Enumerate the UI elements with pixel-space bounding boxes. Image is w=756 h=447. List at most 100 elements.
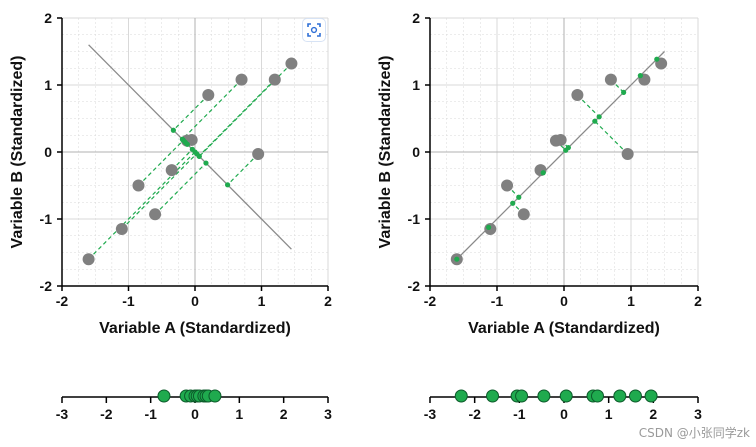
strip-point: [591, 389, 604, 403]
data-point: [165, 164, 178, 177]
data-point: [252, 148, 265, 161]
data-point: [285, 57, 298, 70]
strip-tick-label: 0: [560, 406, 568, 422]
strip-tick-label: -3: [56, 406, 69, 422]
strip-point: [208, 389, 222, 403]
strip-tick-label: -2: [468, 406, 481, 422]
y-tick-label: -1: [40, 211, 53, 227]
strip-panel: -3 -2 -1 0 1 2 3: [424, 389, 702, 422]
strip-point: [537, 389, 551, 403]
scatter-panel: -2 -1 0 1 2 -2 -1 0 1 2 Variable A (Standardized) V…: [9, 10, 332, 337]
scatter-panel: -2 -1 0 1 2 -2 -1 0 1 2 Variable A (Standardized) V…: [377, 10, 702, 337]
data-point: [132, 179, 145, 192]
data-point: [501, 179, 514, 192]
strip-point: [559, 389, 573, 403]
projection-segment: [594, 120, 629, 155]
projection-segment: [154, 162, 207, 215]
projected-point: [184, 141, 190, 147]
projected-point: [179, 136, 185, 142]
data-point: [268, 73, 281, 86]
strip-point: [157, 389, 171, 403]
data-point: [149, 208, 162, 221]
data-point: [604, 73, 617, 86]
projected-point: [592, 118, 598, 124]
x-tick-label: 2: [694, 293, 702, 309]
strip-tick-label: 3: [694, 406, 702, 422]
y-tick-label: -2: [40, 278, 53, 294]
y-axis-label: Variable B (Standardized): [9, 56, 26, 249]
projected-point: [637, 73, 643, 79]
projection-segment: [227, 153, 259, 186]
projection-segment: [171, 148, 193, 171]
projected-point: [596, 114, 602, 120]
x-axis-label: Variable A (Standardized): [468, 320, 660, 337]
projected-point: [486, 224, 492, 230]
projected-point: [516, 194, 522, 200]
projection-segment: [138, 139, 184, 186]
projected-point: [203, 160, 209, 166]
strip-point: [628, 389, 642, 403]
strip-point: [454, 389, 468, 403]
y-tick-label: 1: [44, 77, 52, 93]
x-axis-label: Variable A (Standardized): [99, 320, 291, 337]
projection-segment: [576, 94, 600, 118]
data-point: [554, 133, 567, 146]
projected-point: [189, 146, 195, 152]
projection-line: [88, 44, 292, 250]
y-tick-label: -2: [408, 278, 421, 294]
projection-segment: [172, 94, 209, 131]
x-tick-label: -2: [424, 293, 437, 309]
projected-point: [224, 182, 231, 188]
strip-panel: -3 -2 -1 0 1 2 3: [56, 389, 332, 422]
y-tick-label: 0: [44, 144, 52, 160]
watermark: CSDN @小张同学zk: [638, 426, 750, 440]
x-tick-label: 0: [191, 293, 199, 309]
data-point: [202, 89, 215, 102]
projection-segment: [88, 151, 196, 260]
x-tick-label: 2: [324, 293, 332, 309]
data-point: [517, 208, 530, 221]
x-tick-label: -1: [122, 293, 135, 309]
projected-point: [654, 56, 660, 62]
projected-point: [621, 89, 627, 95]
strip-tick-label: -3: [424, 406, 437, 422]
strip-point: [486, 389, 500, 403]
projection-segment: [198, 79, 276, 157]
strip-tick-label: 1: [605, 406, 613, 422]
strip-point: [644, 389, 658, 403]
strip-tick-label: 0: [191, 406, 199, 422]
data-point: [235, 73, 248, 86]
scan-focus-icon[interactable]: [302, 18, 326, 42]
x-tick-label: -1: [491, 293, 504, 309]
strip-tick-label: -1: [513, 406, 526, 422]
y-tick-label: 0: [412, 144, 420, 160]
y-axis-label: Variable B (Standardized): [377, 56, 394, 249]
strip-point: [515, 389, 529, 403]
data-point: [115, 223, 128, 236]
x-tick-label: -2: [56, 293, 69, 309]
projection-segment: [121, 153, 198, 230]
y-tick-label: -1: [408, 211, 421, 227]
strip-point: [613, 389, 627, 403]
data-point: [621, 148, 634, 161]
projected-point: [454, 256, 460, 262]
data-point: [82, 253, 95, 266]
y-tick-label: 1: [412, 77, 420, 93]
projected-point: [540, 170, 546, 176]
x-tick-label: 1: [627, 293, 635, 309]
strip-tick-label: 2: [649, 406, 657, 422]
x-tick-label: 1: [258, 293, 266, 309]
y-tick-label: 2: [412, 10, 420, 26]
strip-tick-label: 1: [235, 406, 243, 422]
projected-point: [170, 127, 176, 133]
strip-tick-label: 2: [280, 406, 288, 422]
strip-tick-label: 3: [324, 406, 332, 422]
projection-segment: [181, 79, 242, 140]
projected-point: [196, 153, 202, 159]
data-point: [571, 89, 584, 102]
strip-tick-label: -1: [144, 406, 157, 422]
projected-point: [510, 200, 516, 206]
strip-tick-label: -2: [100, 406, 113, 422]
y-tick-label: 2: [44, 10, 52, 26]
